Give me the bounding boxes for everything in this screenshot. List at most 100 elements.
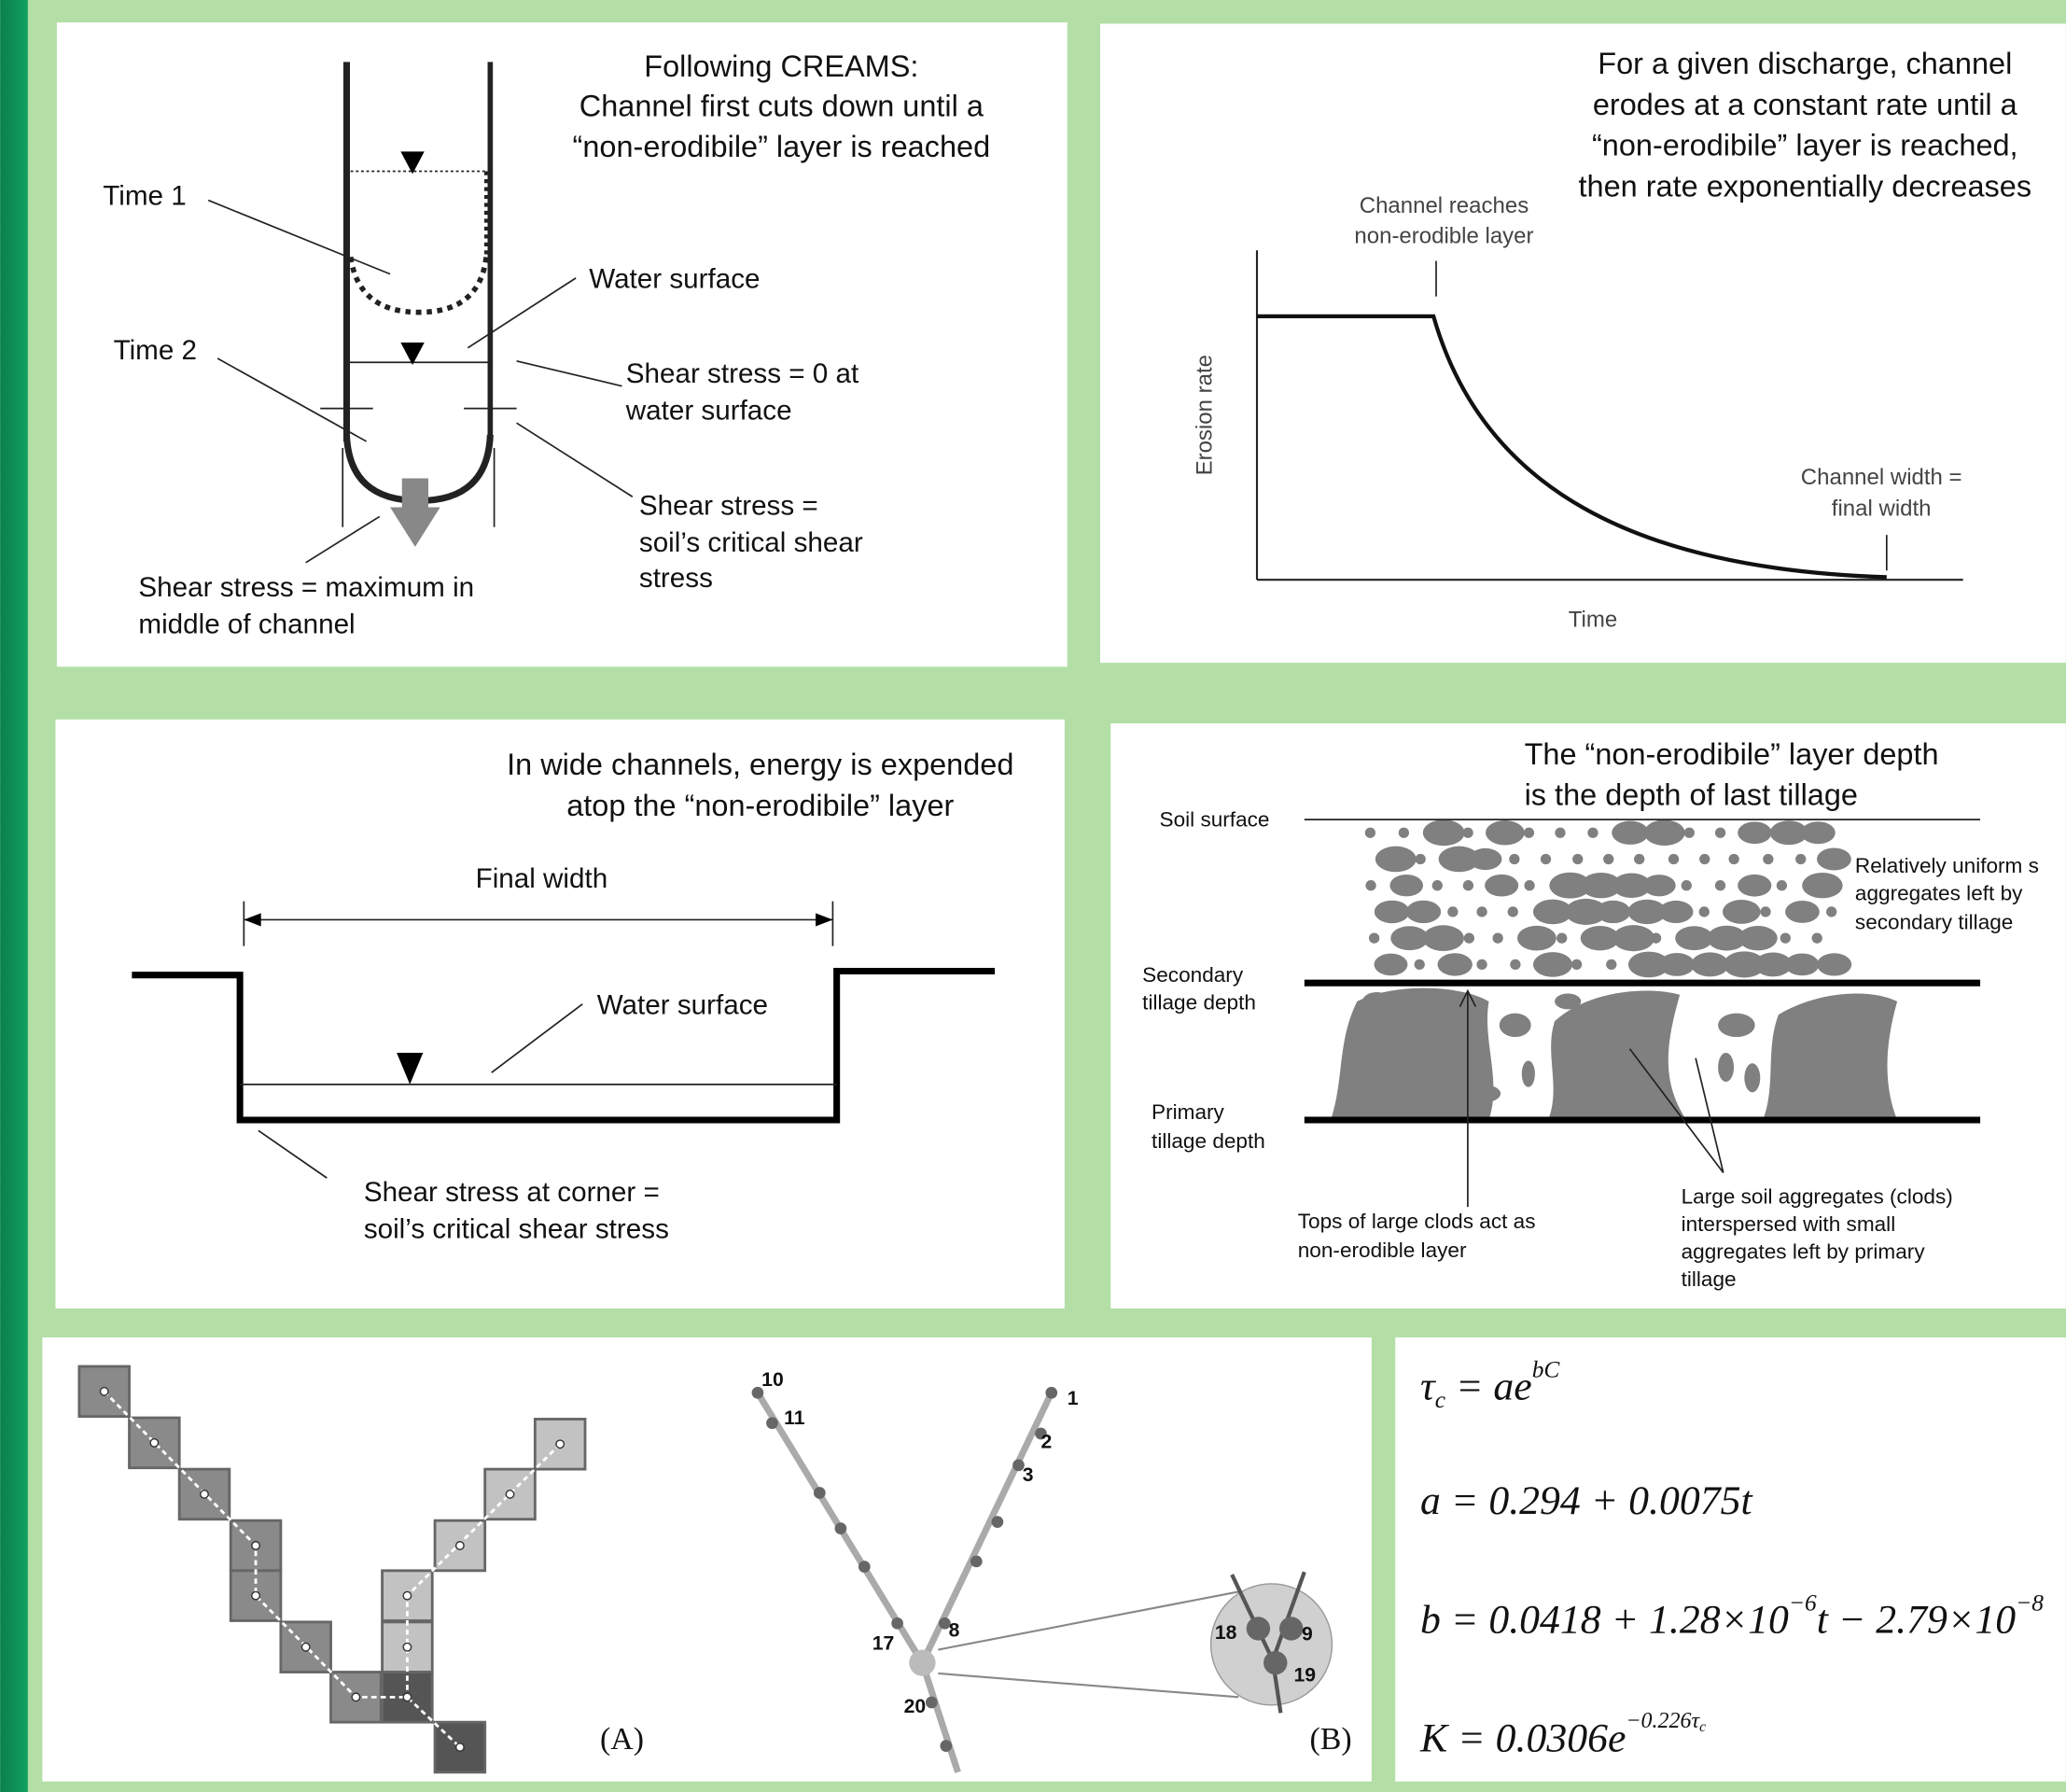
node-dot <box>992 1516 1004 1528</box>
label: Water surface <box>589 264 760 295</box>
node-number: 20 <box>904 1696 927 1717</box>
panel-network-shape-shape <box>1247 1617 1270 1640</box>
soil-aggregate <box>1432 880 1443 890</box>
soil-aggregate <box>1785 901 1820 923</box>
soil-aggregate <box>1738 875 1771 897</box>
soil-aggregate <box>1760 906 1770 917</box>
figure-label: (A) <box>600 1722 644 1757</box>
panel-erosion-rate: For a given discharge, channel erodes at… <box>1100 23 2066 663</box>
panel-wide-channel: In wide channels, energy is expended ato… <box>55 720 1064 1309</box>
axis-label: Erosion rate <box>1192 355 1217 475</box>
soil-aggregate <box>1738 821 1771 844</box>
soil-aggregate <box>1462 828 1473 838</box>
label: tillage <box>1682 1267 1737 1291</box>
soil-aggregate <box>1699 906 1710 917</box>
node-dot <box>835 1522 847 1534</box>
label: Shear stress = <box>639 490 818 521</box>
soil-aggregate <box>1555 828 1565 838</box>
label: Time 1 <box>103 181 186 212</box>
flow-node <box>403 1643 411 1650</box>
soil-aggregate <box>1691 952 1729 976</box>
equation: b = 0.0418 + 1.28×10−6t − 2.79×10−8 <box>1420 1589 2044 1642</box>
soil-aggregate <box>1801 821 1836 844</box>
soil-aggregate <box>1642 875 1675 896</box>
label: Shear stress = 0 at <box>626 358 859 389</box>
soil-aggregate <box>1659 953 1695 976</box>
soil-aggregate <box>1572 854 1583 864</box>
soil-aggregate <box>1780 933 1791 944</box>
axis-label: Time <box>1569 607 1617 632</box>
figure-label: (B) <box>1309 1722 1351 1757</box>
label: Final width <box>476 863 608 894</box>
soil-aggregate <box>1612 821 1649 845</box>
node-number: 1 <box>1068 1388 1079 1409</box>
title-line: “non-erodibile” layer is reached <box>573 130 991 163</box>
node-number: 19 <box>1294 1664 1317 1686</box>
soil-aggregate <box>1659 901 1694 923</box>
soil-aggregate <box>1464 1085 1501 1103</box>
label: tillage depth <box>1152 1129 1265 1153</box>
soil-aggregate <box>1500 1014 1531 1037</box>
label: non-erodible layer <box>1298 1239 1467 1262</box>
label: aggregates left by <box>1855 882 2023 905</box>
label: soil’s critical shear <box>639 527 863 558</box>
soil-aggregate <box>1718 1014 1755 1037</box>
soil-aggregate <box>1603 854 1613 864</box>
soil-aggregate <box>1390 926 1429 950</box>
soil-aggregate <box>1365 880 1375 890</box>
panel-tillage: The “non-erodibile” layer depth is the d… <box>1110 723 2066 1309</box>
soil-aggregate <box>1812 933 1822 944</box>
label: Primary <box>1152 1100 1224 1124</box>
label: non-erodible layer <box>1354 223 1533 248</box>
title-line: The “non-erodibile” layer depth <box>1525 737 1939 771</box>
soil-aggregate <box>1668 854 1679 864</box>
soil-aggregate <box>1375 901 1410 923</box>
soil-aggregate <box>1522 1060 1535 1086</box>
label: water surface <box>625 396 792 427</box>
node-dot <box>926 1697 938 1709</box>
title-line: erodes at a constant rate until a <box>1593 88 2018 121</box>
label: Soil surface <box>1160 807 1270 831</box>
soil-aggregate <box>1447 906 1458 917</box>
eq-part: τ <box>1420 1364 1436 1408</box>
eq-part: K = 0.0306e <box>1419 1715 1626 1760</box>
soil-aggregate <box>1533 952 1572 977</box>
title-line: atop the “non-erodibile” layer <box>566 789 954 822</box>
soil-aggregate <box>1817 953 1851 975</box>
node-number: 2 <box>1040 1431 1052 1452</box>
node-number: 11 <box>784 1407 805 1429</box>
title-line: Channel first cuts down until a <box>579 89 984 122</box>
soil-aggregate <box>1486 820 1525 845</box>
flow-node <box>301 1643 309 1650</box>
title-line: Following CREAMS: <box>644 49 918 83</box>
eq-superscript: −0.226τ <box>1626 1709 1700 1733</box>
eq-part: a = 0.294 + 0.0075t <box>1420 1478 1753 1523</box>
panel-network-shape-shape <box>1263 1651 1287 1674</box>
label: Relatively uniform s <box>1855 854 2039 877</box>
flow-node <box>352 1693 359 1701</box>
label: middle of channel <box>138 609 355 639</box>
poster: Following CREAMS: Channel first cuts dow… <box>0 0 2066 1792</box>
soil-aggregate <box>1571 959 1582 970</box>
soil-aggregate <box>1556 933 1567 944</box>
eq-part: t − 2.79×10 <box>1817 1597 2017 1642</box>
title-line: is the depth of last tillage <box>1525 778 1858 812</box>
label: Shear stress = maximum in <box>138 572 474 603</box>
label: interspersed with small <box>1682 1212 1896 1236</box>
node-number: 18 <box>1215 1622 1237 1644</box>
panel-equations: τc = aebC a = 0.294 + 0.0075t b = 0.0418… <box>1395 1337 2066 1782</box>
node-dot <box>940 1740 952 1752</box>
label: Tops of large clods act as <box>1298 1210 1536 1233</box>
node-dot <box>814 1487 826 1499</box>
soil-aggregate <box>1777 880 1787 890</box>
panel-network-shape <box>909 1650 935 1676</box>
node-number: 17 <box>872 1632 895 1654</box>
label: Secondary <box>1142 963 1244 987</box>
panel-tillage-shape-shape <box>1331 988 1493 1120</box>
eq-superscript: −6 <box>1789 1589 1817 1616</box>
node-dot <box>891 1617 903 1630</box>
soil-aggregate <box>1416 854 1426 864</box>
soil-aggregate <box>1738 926 1778 950</box>
soil-aggregate <box>1517 926 1556 951</box>
label: Water surface <box>597 989 768 1020</box>
